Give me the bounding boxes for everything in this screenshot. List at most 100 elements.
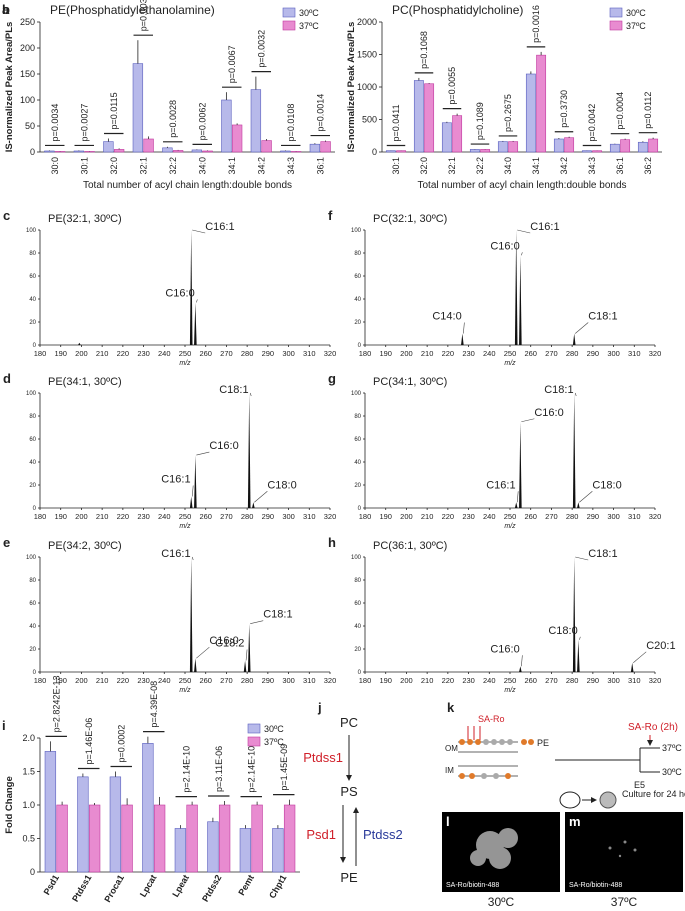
- membrane-label: OM: [445, 744, 458, 753]
- x-tick-label: 34:3: [587, 157, 597, 175]
- panel-letter: b: [2, 2, 10, 17]
- bar: [508, 141, 519, 153]
- x-tick-label: Ptdss2: [200, 873, 223, 904]
- peak-label: C18:1: [219, 384, 248, 396]
- x-tick-label: 32:0: [419, 157, 429, 175]
- x-tick-label: 310: [628, 676, 641, 685]
- panel-letter: c: [3, 208, 10, 223]
- bar: [525, 73, 536, 153]
- y-tick-label: 0: [30, 147, 35, 157]
- y-tick-label: 40: [354, 624, 361, 630]
- bar: [218, 804, 231, 873]
- peak-label: C16:1: [161, 474, 190, 486]
- leader: [521, 418, 535, 423]
- y-tick-label: 80: [29, 414, 36, 420]
- p-value: p=3.11E-06: [214, 746, 224, 792]
- bar: [153, 804, 166, 873]
- bar: [109, 776, 122, 873]
- p-value: p=0.0014: [315, 94, 325, 132]
- y-tick-label: 60: [29, 274, 36, 280]
- x-tick-label: 180: [34, 349, 47, 358]
- x-tick-label: 30:1: [391, 157, 401, 175]
- p-value: p=0.3730: [559, 90, 569, 128]
- x-tick-label: Ptdss1: [70, 873, 93, 904]
- y-tick-label: 40: [29, 460, 36, 466]
- x-tick-label: 230: [462, 676, 475, 685]
- p-value: p=0.2675: [503, 94, 513, 132]
- bar: [452, 115, 463, 153]
- bar: [581, 150, 592, 153]
- x-tick-label: 300: [607, 349, 620, 358]
- x-tick-label: 270: [220, 349, 233, 358]
- x-axis-label: m/z: [504, 687, 516, 694]
- x-axis-label: Total number of acyl chain length:double…: [83, 180, 292, 191]
- x-tick-label: 280: [241, 676, 254, 685]
- bar: [261, 140, 272, 153]
- y-axis-label: IS-normalized Peak Area/PLs: [4, 22, 15, 153]
- x-tick-label: 280: [241, 512, 254, 521]
- x-tick-label: 190: [379, 349, 392, 358]
- bar: [469, 149, 480, 153]
- x-tick-label: 200: [75, 349, 88, 358]
- y-tick-label: 50: [25, 121, 35, 131]
- y-tick-label: 100: [26, 391, 37, 397]
- temp: 37ºC: [662, 743, 682, 753]
- y-tick-label: 100: [351, 391, 362, 397]
- peak: [247, 393, 251, 508]
- y-tick-label: 250: [20, 17, 35, 27]
- peak: [572, 557, 576, 672]
- x-tick-label: 190: [54, 349, 67, 358]
- y-tick-label: 0: [33, 506, 37, 512]
- p-value: p=0.0108: [286, 104, 296, 142]
- leader: [575, 322, 589, 334]
- y-tick-label: 100: [351, 228, 362, 234]
- bar: [290, 151, 302, 153]
- leader: [579, 636, 581, 640]
- y-tick-label: 0: [372, 147, 377, 157]
- chart-title: PE(34:2, 30ºC): [48, 540, 122, 552]
- x-tick-label: 220: [442, 512, 455, 521]
- node: PS: [340, 784, 358, 799]
- panel-letter: j: [317, 700, 322, 715]
- peak-label: C16:0: [209, 635, 238, 647]
- x-tick-label: 250: [179, 512, 192, 521]
- x-tick-label: 320: [324, 512, 337, 521]
- bar: [413, 80, 424, 153]
- bar: [564, 137, 575, 153]
- leader: [575, 556, 589, 561]
- p-value: p=0.0028: [168, 100, 178, 138]
- y-tick-label: 80: [29, 251, 36, 257]
- bar: [44, 751, 57, 873]
- x-tick-label: 200: [75, 512, 88, 521]
- x-tick-label: 280: [241, 349, 254, 358]
- bar: [121, 804, 133, 873]
- x-tick-label: 180: [359, 676, 372, 685]
- peak: [189, 557, 193, 672]
- p-value: p=2.14E-10: [181, 746, 191, 793]
- x-tick-label: 32:2: [475, 157, 485, 175]
- x-tick-label: 190: [54, 512, 67, 521]
- peak: [243, 660, 247, 672]
- x-tick-label: 240: [158, 349, 171, 358]
- x-tick-label: 290: [262, 512, 275, 521]
- x-tick-label: 230: [462, 512, 475, 521]
- y-tick-label: 0: [30, 867, 35, 877]
- x-tick-label: 34:0: [503, 157, 513, 175]
- x-tick-label: 34:1: [531, 157, 541, 175]
- embryo-icon: [559, 791, 581, 809]
- leader: [579, 491, 593, 503]
- peak: [194, 658, 197, 672]
- x-tick-label: 210: [421, 676, 434, 685]
- x-tick-label: 290: [262, 676, 275, 685]
- peak-label: C16:1: [205, 221, 234, 233]
- peak: [577, 502, 580, 508]
- leader: [516, 491, 519, 503]
- x-tick-label: 30:0: [50, 157, 60, 175]
- x-tick-label: 320: [324, 349, 337, 358]
- x-tick-label: 260: [199, 512, 212, 521]
- x-axis-label: m/z: [179, 687, 191, 694]
- x-tick-label: 230: [137, 349, 150, 358]
- p-value: p=2.8242E-13: [51, 676, 61, 733]
- panel-letter: e: [3, 535, 10, 550]
- peak-label: C18:0: [267, 479, 296, 491]
